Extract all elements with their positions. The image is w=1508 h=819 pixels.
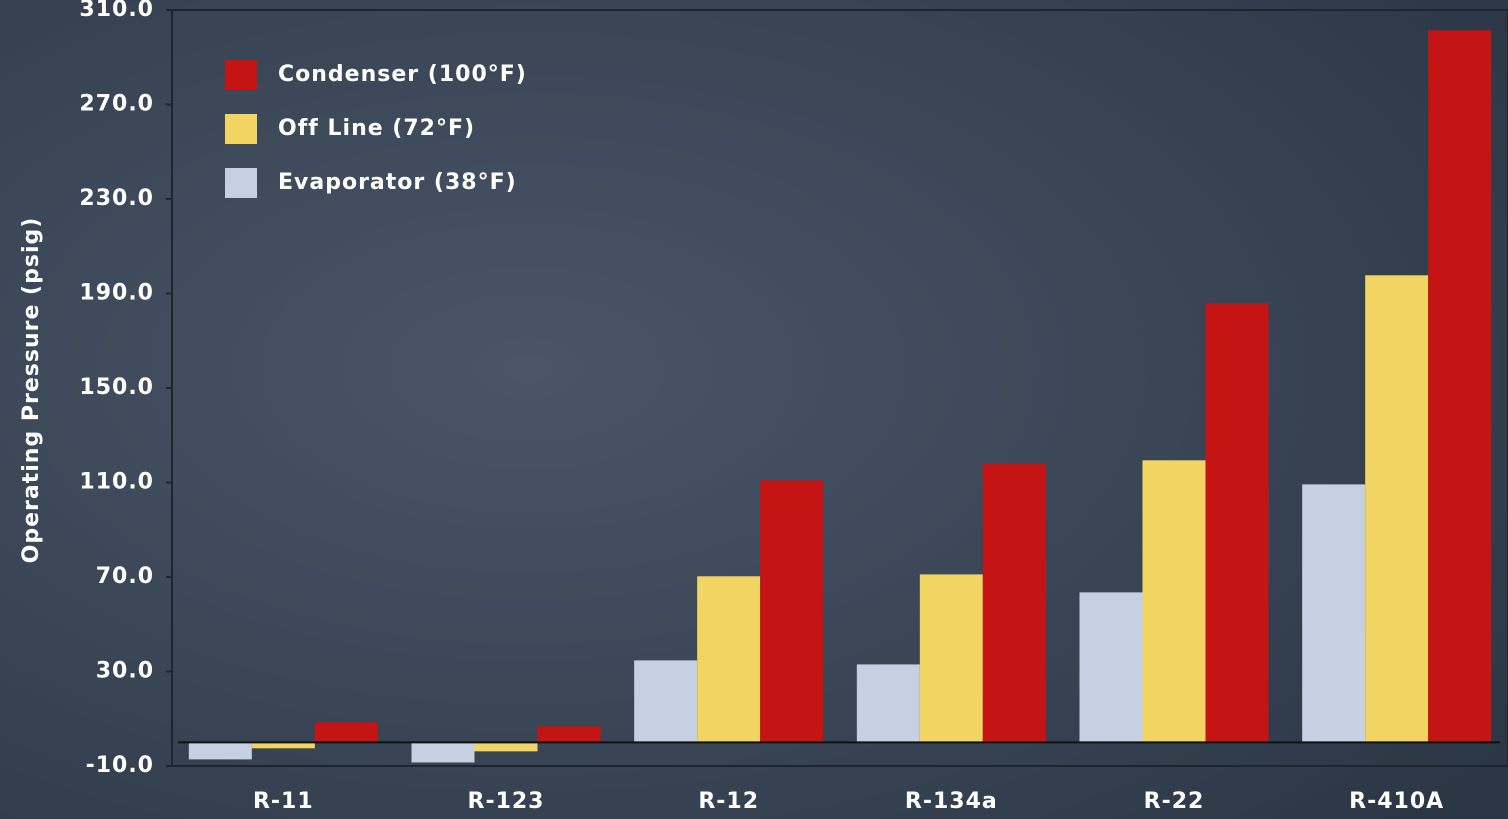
legend-swatch [225, 60, 257, 90]
bar [919, 574, 983, 743]
bar [537, 726, 601, 743]
bar [760, 480, 824, 743]
y-tick-label: 230.0 [79, 186, 154, 211]
bar [474, 742, 538, 752]
bar [634, 660, 698, 743]
legend-label: Off Line (72°F) [278, 116, 475, 141]
x-tick-label: R-22 [1144, 789, 1205, 814]
y-axis-label: Operating Pressure (psig) [19, 217, 44, 564]
y-tick-label: 190.0 [79, 281, 154, 306]
bar [1365, 275, 1429, 743]
bar [188, 742, 252, 760]
x-tick-label: R-123 [468, 789, 545, 814]
legend-swatch [225, 114, 257, 144]
bar [982, 463, 1046, 743]
bar [697, 576, 761, 743]
y-tick-label: 110.0 [79, 470, 154, 495]
y-tick-label: 150.0 [79, 375, 154, 400]
x-tick-label: R-12 [698, 789, 759, 814]
legend-label: Evaporator (38°F) [278, 170, 517, 195]
bar [1428, 30, 1492, 743]
x-tick-label: R-11 [253, 789, 314, 814]
y-tick-label: 270.0 [79, 92, 154, 117]
bar [251, 742, 315, 749]
bar [1079, 592, 1143, 743]
bar [856, 664, 920, 743]
bar [411, 742, 475, 763]
x-tick-label: R-134a [905, 789, 998, 814]
bar [1205, 303, 1269, 743]
legend-swatch [225, 168, 257, 198]
bar [1142, 460, 1206, 743]
legend-label: Condenser (100°F) [278, 62, 527, 87]
y-tick-label: 310.0 [79, 0, 154, 22]
x-tick-label: R-410A [1349, 789, 1444, 814]
y-tick-label: -10.0 [86, 753, 154, 778]
y-tick-label: 30.0 [96, 659, 154, 684]
bar [1302, 484, 1366, 743]
bar [314, 722, 378, 743]
y-tick-label: 70.0 [96, 564, 154, 589]
